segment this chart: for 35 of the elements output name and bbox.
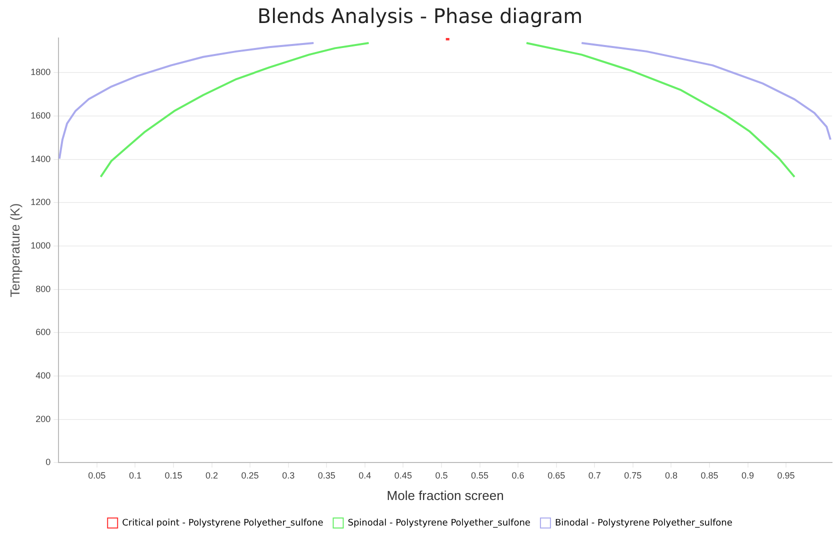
x-tick-label: 0.95 xyxy=(777,470,795,480)
y-tick-label: 600 xyxy=(36,327,51,338)
y-tick-label: 400 xyxy=(36,370,51,380)
x-tick-label: 0.9 xyxy=(742,470,754,480)
chart-title: Blends Analysis - Phase diagram xyxy=(257,4,583,28)
x-tick-label: 0.35 xyxy=(318,470,336,480)
legend-label: Binodal - Polystyrene Polyether_sulfone xyxy=(554,518,733,528)
y-tick-label: 1200 xyxy=(30,197,51,208)
y-tick-label: 0 xyxy=(46,457,51,468)
x-tick-label: 0.85 xyxy=(700,470,718,480)
x-tick-label: 0.45 xyxy=(394,470,412,480)
x-tick-label: 0.65 xyxy=(548,470,566,480)
x-tick-label: 0.05 xyxy=(88,470,106,480)
y-tick-label: 1600 xyxy=(30,110,51,120)
x-axis-title: Mole fraction screen xyxy=(386,488,504,503)
x-tick-label: 0.75 xyxy=(624,470,642,480)
x-tick-label: 0.5 xyxy=(435,470,448,480)
x-tick-label: 0.6 xyxy=(512,470,524,480)
y-tick-label: 800 xyxy=(36,284,51,294)
x-tick-label: 0.4 xyxy=(358,470,372,480)
x-tick-label: 0.15 xyxy=(164,470,182,480)
x-tick-label: 0.1 xyxy=(128,470,142,480)
x-tick-label: 0.7 xyxy=(588,470,601,480)
x-tick-label: 0.2 xyxy=(206,470,218,480)
legend-label: Critical point - Polystyrene Polyether_sulfone xyxy=(122,518,324,528)
x-tick-label: 0.55 xyxy=(471,470,489,480)
legend-label: Spinodal - Polystyrene Polyether_sulfone xyxy=(348,518,531,528)
y-tick-label: 1800 xyxy=(30,67,51,78)
x-tick-label: 0.8 xyxy=(664,470,678,480)
y-tick-label: 200 xyxy=(36,414,51,424)
y-tick-label: 1000 xyxy=(30,240,51,250)
y-tick-label: 1400 xyxy=(30,154,51,164)
x-tick-label: 0.25 xyxy=(241,470,259,480)
y-axis-title: Temperature (K) xyxy=(7,203,22,298)
x-tick-label: 0.3 xyxy=(282,470,295,480)
